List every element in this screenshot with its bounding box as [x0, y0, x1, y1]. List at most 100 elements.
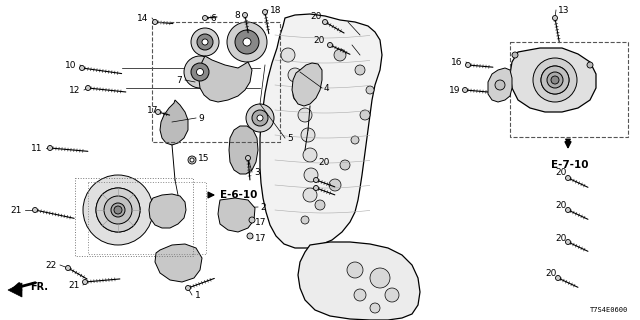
- Circle shape: [227, 22, 267, 62]
- Text: 11: 11: [31, 143, 42, 153]
- Text: 20: 20: [556, 234, 567, 243]
- Circle shape: [314, 186, 319, 190]
- Polygon shape: [8, 283, 22, 297]
- Text: 4: 4: [324, 84, 330, 92]
- Polygon shape: [149, 194, 186, 228]
- Text: T7S4E0600: T7S4E0600: [589, 307, 628, 313]
- Bar: [152, 22, 280, 142]
- Circle shape: [360, 110, 370, 120]
- Polygon shape: [160, 100, 188, 145]
- Circle shape: [257, 115, 263, 121]
- Text: 17: 17: [255, 218, 266, 227]
- Text: 21: 21: [68, 281, 80, 290]
- Text: 22: 22: [45, 260, 57, 269]
- Circle shape: [65, 266, 70, 270]
- Text: 1: 1: [195, 291, 201, 300]
- Circle shape: [566, 175, 570, 180]
- Circle shape: [96, 188, 140, 232]
- Text: 19: 19: [449, 85, 460, 94]
- Circle shape: [303, 148, 317, 162]
- Circle shape: [202, 39, 208, 45]
- Circle shape: [463, 87, 467, 92]
- Circle shape: [186, 285, 191, 291]
- Circle shape: [587, 62, 593, 68]
- Circle shape: [83, 279, 88, 284]
- Circle shape: [33, 207, 38, 212]
- Circle shape: [370, 268, 390, 288]
- Circle shape: [354, 289, 366, 301]
- Bar: [88, 182, 206, 254]
- Circle shape: [533, 58, 577, 102]
- Circle shape: [190, 158, 194, 162]
- Text: 15: 15: [198, 154, 209, 163]
- Text: E-6-10: E-6-10: [220, 190, 257, 200]
- Circle shape: [351, 136, 359, 144]
- Text: 9: 9: [198, 114, 204, 123]
- Circle shape: [83, 175, 153, 245]
- Circle shape: [328, 43, 333, 47]
- Text: 12: 12: [68, 85, 80, 94]
- Text: FR.: FR.: [30, 282, 48, 292]
- Text: 20: 20: [546, 269, 557, 278]
- Text: 10: 10: [65, 60, 76, 69]
- Circle shape: [301, 128, 315, 142]
- Circle shape: [370, 303, 380, 313]
- Text: 3: 3: [254, 167, 260, 177]
- Circle shape: [334, 49, 346, 61]
- Circle shape: [197, 34, 213, 50]
- Circle shape: [235, 30, 259, 54]
- Circle shape: [86, 85, 90, 91]
- Polygon shape: [260, 14, 382, 248]
- Circle shape: [96, 188, 140, 232]
- Circle shape: [184, 56, 216, 88]
- Circle shape: [347, 262, 363, 278]
- Polygon shape: [229, 126, 258, 174]
- Circle shape: [323, 20, 328, 25]
- Circle shape: [541, 66, 569, 94]
- Circle shape: [281, 48, 295, 62]
- Text: 20: 20: [556, 201, 567, 210]
- Circle shape: [114, 206, 122, 214]
- Circle shape: [355, 65, 365, 75]
- Text: 20: 20: [556, 167, 567, 177]
- Circle shape: [188, 156, 196, 164]
- Circle shape: [547, 72, 563, 88]
- Circle shape: [566, 239, 570, 244]
- Circle shape: [340, 160, 350, 170]
- Bar: [75, 178, 193, 256]
- Circle shape: [47, 146, 52, 150]
- Circle shape: [329, 179, 341, 191]
- Circle shape: [541, 66, 569, 94]
- Text: 20: 20: [318, 157, 330, 166]
- Circle shape: [191, 63, 209, 81]
- Text: 20: 20: [314, 36, 325, 44]
- Text: 5: 5: [287, 133, 292, 142]
- Circle shape: [152, 20, 157, 25]
- Text: 17: 17: [255, 234, 266, 243]
- Circle shape: [104, 196, 132, 224]
- Circle shape: [465, 62, 470, 68]
- Circle shape: [243, 38, 251, 46]
- Circle shape: [314, 178, 319, 182]
- Circle shape: [202, 15, 207, 20]
- Circle shape: [495, 80, 505, 90]
- Text: 8: 8: [234, 11, 240, 20]
- Circle shape: [246, 104, 274, 132]
- Circle shape: [551, 76, 559, 84]
- Polygon shape: [488, 68, 512, 102]
- Text: 6: 6: [210, 13, 216, 22]
- Circle shape: [566, 207, 570, 212]
- Circle shape: [262, 10, 268, 14]
- Polygon shape: [199, 56, 252, 102]
- Circle shape: [288, 68, 302, 82]
- Polygon shape: [298, 242, 420, 320]
- Circle shape: [556, 276, 561, 281]
- Circle shape: [512, 52, 518, 58]
- Circle shape: [249, 217, 255, 223]
- Circle shape: [111, 203, 125, 217]
- Text: 14: 14: [136, 13, 148, 22]
- Text: 16: 16: [451, 58, 462, 67]
- Bar: [510, 42, 628, 137]
- Circle shape: [293, 88, 307, 102]
- Circle shape: [301, 216, 309, 224]
